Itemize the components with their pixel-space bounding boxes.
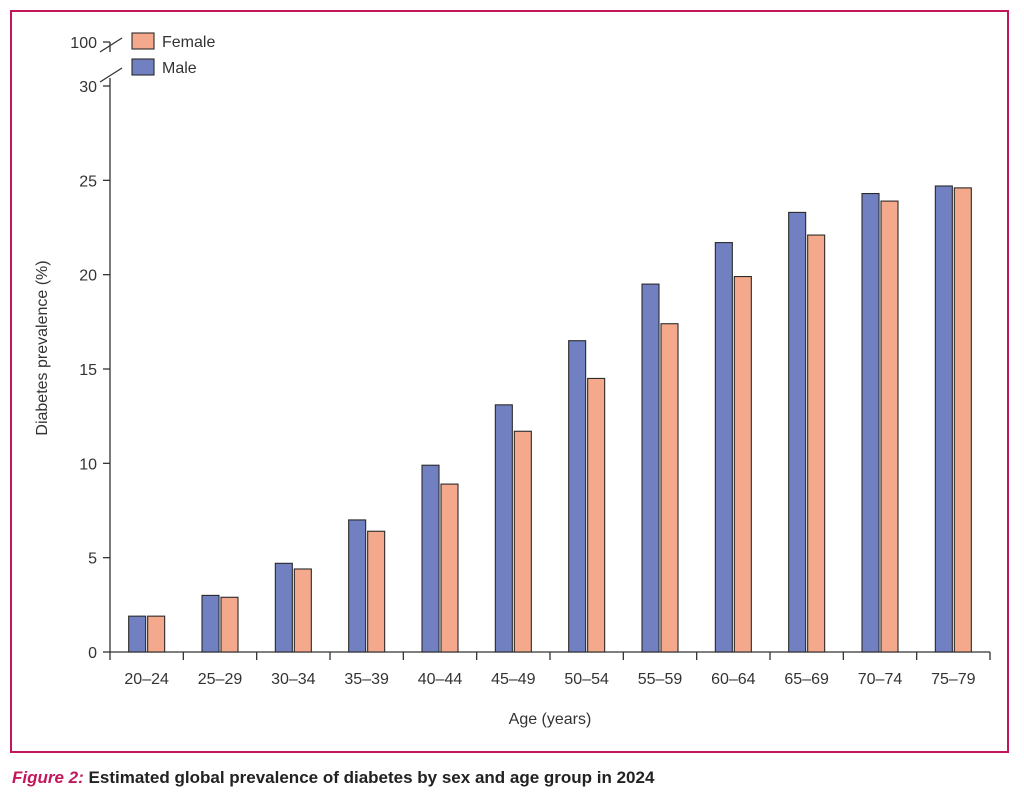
y-tick-label: 20	[79, 268, 97, 285]
bar-male	[421, 464, 440, 653]
x-tick-label: 75–79	[931, 671, 976, 688]
bar-male	[348, 519, 367, 653]
bar-female	[807, 234, 826, 653]
axis-break-mark	[99, 67, 123, 83]
y-tick-label: 25	[79, 173, 97, 190]
bar-male	[641, 283, 660, 653]
bar-female	[440, 483, 459, 653]
bar-male	[201, 594, 220, 653]
bar-male	[128, 615, 147, 653]
y-ticks: 0 5 10 15 20 25 30	[79, 79, 110, 662]
bar-female	[880, 200, 899, 653]
legend-label-female: Female	[162, 34, 215, 51]
bars	[128, 185, 972, 653]
y-tick-label: 10	[79, 456, 97, 473]
bar-female	[587, 377, 606, 653]
x-ticks: 20–24 25–29 30–34 35–39 40–44 45–49 50–54 55–59…	[109, 652, 991, 688]
caption-text: Estimated global prevalence of diabetes …	[83, 768, 655, 787]
x-tick-label: 30–34	[271, 671, 316, 688]
bar-female	[147, 615, 166, 653]
bar-male	[934, 185, 953, 653]
x-tick-label: 70–74	[858, 671, 903, 688]
bar-male	[714, 242, 733, 653]
x-tick-label: 40–44	[418, 671, 463, 688]
x-tick-label: 55–59	[638, 671, 683, 688]
axis-break-mark	[99, 37, 123, 53]
x-tick-label: 60–64	[711, 671, 756, 688]
legend-label-male: Male	[162, 60, 197, 77]
bar-female	[733, 276, 752, 653]
x-tick-label: 50–54	[564, 671, 609, 688]
legend-swatch-female	[131, 32, 155, 50]
bar-male	[788, 211, 807, 653]
bar-female	[293, 568, 312, 653]
y-tick-label: 30	[79, 79, 97, 96]
figure-caption: Figure 2: Estimated global prevalence of…	[12, 768, 654, 788]
caption-label: Figure 2:	[12, 768, 84, 787]
legend: Female Male	[131, 32, 215, 77]
bar-male	[568, 340, 587, 653]
bar-male	[494, 404, 513, 653]
bar-chart: 100 0 5 10 15 20 25 30 20–24 25–29 30–34 35–39 40–…	[34, 32, 991, 728]
x-axis-label: Age (years)	[509, 711, 592, 728]
y-break-label: 100	[70, 35, 97, 52]
y-axis-label: Diabetes prevalence (%)	[34, 260, 51, 435]
legend-swatch-male	[131, 58, 155, 76]
y-tick-label: 15	[79, 362, 97, 379]
bar-female	[513, 430, 532, 653]
x-tick-label: 35–39	[344, 671, 389, 688]
bar-female	[367, 530, 386, 653]
x-tick-label: 20–24	[124, 671, 169, 688]
x-tick-label: 65–69	[784, 671, 829, 688]
y-tick-label: 5	[88, 551, 97, 568]
bar-male	[274, 562, 293, 653]
figure-frame	[10, 10, 1009, 753]
bar-male	[861, 192, 880, 653]
bar-female	[660, 323, 679, 653]
bar-female	[953, 187, 972, 653]
y-tick-label: 0	[88, 645, 97, 662]
x-tick-label: 25–29	[198, 671, 243, 688]
x-tick-label: 45–49	[491, 671, 536, 688]
bar-female	[220, 596, 239, 653]
